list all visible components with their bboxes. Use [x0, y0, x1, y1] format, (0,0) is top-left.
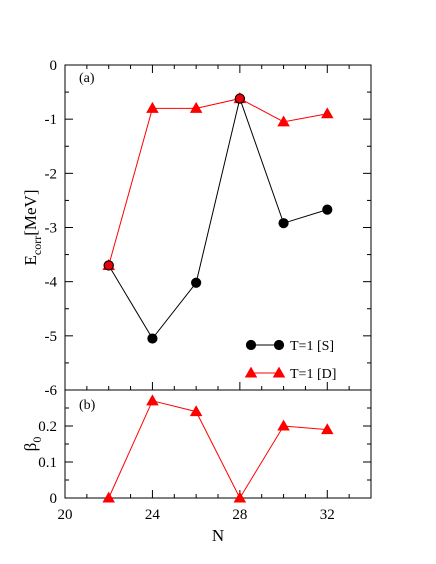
x-axis-label: N [212, 526, 224, 545]
panel-b-xtick-label: 20 [58, 507, 73, 523]
panel-b: 00.10.220 24 28 32(b)β0N [21, 389, 372, 545]
panel-b-ytick-label: 0.2 [38, 419, 57, 435]
panel-b-xtick-label: 32 [320, 507, 335, 523]
legend-marker-D [272, 366, 286, 378]
panel-a-ylabel: Ecorr[MeV] [21, 190, 44, 266]
data-point-D [189, 101, 203, 113]
series-line-D [108, 98, 328, 266]
data-point-S [278, 218, 289, 229]
panel-b-ylabel-sub: 0 [30, 437, 44, 443]
panel-b-ytick-label: 0 [50, 491, 58, 507]
panel-a-ytick-label: -5 [45, 329, 58, 345]
data-point-beta [189, 405, 203, 417]
data-point-beta [321, 423, 334, 435]
data-point-D [146, 101, 159, 113]
legend-marker-S [245, 339, 257, 351]
legend-marker-S [273, 339, 285, 351]
data-point-S [191, 277, 202, 288]
panel-a-ytick-label: 0 [50, 58, 58, 74]
panel-b-ylabel-main: β [21, 443, 40, 452]
data-point-overlap [234, 93, 245, 104]
series-line-beta [108, 400, 328, 500]
legend-marker-D [244, 366, 258, 378]
panel-b-xtick-label: 28 [232, 507, 247, 523]
panel-a-ytick-label: -3 [45, 221, 58, 237]
data-point-D [277, 115, 290, 127]
panel-b-label: (b) [79, 398, 96, 413]
legend-label-D: T=1 [D] [290, 367, 336, 382]
panel-b-ytick-label: 0.1 [38, 455, 57, 471]
panel-b-frame [64, 389, 372, 499]
data-point-beta [277, 419, 290, 431]
panel-a: 0 -1 -2 -3 -4 -5 -6 (a) Ecorr[MeV] T=1 [S] T=1 [D] [21, 58, 372, 399]
panel-a-ytick-label: -2 [45, 166, 58, 182]
panel-a-ylabel-unit: [MeV] [21, 190, 40, 236]
panel-b-ylabel: β0 [21, 437, 44, 452]
data-point-S [147, 333, 158, 344]
data-point-overlap [103, 260, 114, 271]
panel-a-ylabel-main: E [21, 255, 40, 265]
data-point-beta [146, 394, 159, 406]
data-point-beta [102, 491, 115, 503]
legend-label-S: T=1 [S] [290, 339, 334, 354]
series-line-S [108, 96, 328, 340]
panel-a-label: (a) [79, 71, 95, 86]
panel-a-ytick-label: -1 [45, 112, 58, 128]
data-point-D [321, 107, 334, 119]
data-point-S [322, 204, 333, 215]
panel-a-ytick-label: -4 [45, 275, 58, 291]
panel-b-xtick-label: 24 [145, 507, 161, 523]
panel-a-ylabel-sub: corr [30, 236, 44, 255]
data-point-beta [233, 491, 247, 503]
panel-a-ytick-label: -6 [45, 383, 58, 399]
